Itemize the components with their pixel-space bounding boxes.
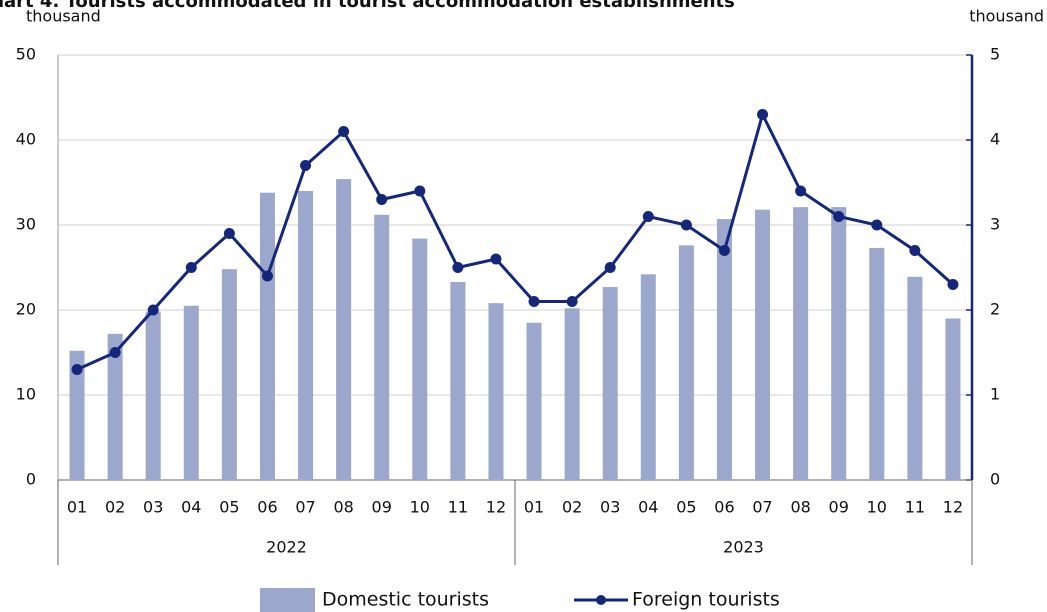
line-point <box>109 347 121 358</box>
y-tick-label: 0 <box>26 470 36 489</box>
x-tick-label: 07 <box>295 498 315 517</box>
x-tick-label: 04 <box>181 498 201 517</box>
line-point <box>71 364 83 375</box>
x-tick-label: 01 <box>524 498 544 517</box>
bar <box>755 209 771 480</box>
bar <box>945 318 961 480</box>
group-label: 2023 <box>723 538 764 557</box>
bar <box>221 269 237 480</box>
x-tick-label: 10 <box>867 498 887 517</box>
line-point <box>604 262 616 273</box>
line-point <box>871 219 883 231</box>
y-tick-label: 20 <box>16 300 36 319</box>
line-point <box>642 211 654 222</box>
line-point <box>223 228 235 239</box>
x-tick-label: 04 <box>638 498 658 517</box>
legend-label: Domestic tourists <box>322 589 489 611</box>
bar <box>831 207 847 480</box>
x-tick-label: 11 <box>905 498 925 517</box>
bar <box>69 350 85 480</box>
x-tick-label: 02 <box>562 498 582 517</box>
y2-axis-label: thousand <box>969 7 1044 26</box>
bar <box>678 245 694 480</box>
bar <box>298 191 314 480</box>
y2-tick-label: 1 <box>990 385 1000 404</box>
y2-tick-label: 3 <box>990 215 1000 234</box>
bar <box>107 333 123 480</box>
line-point <box>452 262 464 273</box>
line-point <box>147 304 159 316</box>
bar <box>450 281 466 480</box>
x-tick-label: 10 <box>410 498 430 517</box>
line-point <box>528 296 540 307</box>
bar <box>412 238 428 480</box>
y-tick-label: 30 <box>16 215 36 234</box>
x-tick-label: 03 <box>143 498 163 517</box>
bar <box>602 287 618 480</box>
y-tick-label: 10 <box>16 385 36 404</box>
bar <box>716 219 732 481</box>
line-point <box>414 185 426 197</box>
bar <box>907 276 923 480</box>
line <box>76 110 954 371</box>
y2-tick-label: 2 <box>990 300 1000 319</box>
line-point <box>300 160 312 171</box>
x-tick-label: 05 <box>219 498 239 517</box>
bar <box>488 303 504 480</box>
bar <box>640 274 656 480</box>
y-axis-label: thousand <box>26 7 101 26</box>
line-point <box>261 270 273 282</box>
x-tick-label: 09 <box>372 498 392 517</box>
line-point <box>947 279 959 290</box>
bar <box>564 308 580 480</box>
y-tick-label: 50 <box>16 45 36 64</box>
bar <box>336 179 352 480</box>
bar <box>869 247 885 480</box>
x-tick-label: 06 <box>714 498 734 517</box>
bar <box>259 192 275 480</box>
y2-tick-label: 4 <box>990 130 1000 149</box>
chart-title: Chart 4. Tourists accommodated in touris… <box>0 0 735 12</box>
y-tick-label: 40 <box>16 130 36 149</box>
bar <box>145 311 161 480</box>
line-point <box>833 211 845 222</box>
x-tick-label: 06 <box>257 498 277 517</box>
x-tick-label: 08 <box>333 498 353 517</box>
x-tick-label: 12 <box>486 498 506 517</box>
group-label: 2022 <box>266 538 307 557</box>
line-point <box>795 185 807 197</box>
y2-tick-label: 0 <box>990 470 1000 489</box>
line-point <box>490 253 502 265</box>
line-point <box>718 245 730 256</box>
bar <box>183 305 199 480</box>
x-tick-label: 12 <box>943 498 963 517</box>
x-tick-label: 05 <box>676 498 696 517</box>
line-point <box>909 245 921 256</box>
line-point <box>566 296 578 307</box>
x-tick-label: 02 <box>105 498 125 517</box>
bar <box>793 207 809 480</box>
line-point <box>757 109 769 120</box>
line-point <box>376 194 388 205</box>
legend-label: Foreign tourists <box>632 589 780 611</box>
bar <box>526 322 542 480</box>
x-tick-label: 01 <box>67 498 87 517</box>
line-point <box>680 219 692 231</box>
x-tick-label: 09 <box>829 498 849 517</box>
x-tick-label: 08 <box>790 498 810 517</box>
x-tick-label: 11 <box>448 498 468 517</box>
line-point <box>185 262 197 273</box>
x-tick-label: 07 <box>752 498 772 517</box>
x-tick-label: 03 <box>600 498 620 517</box>
bar <box>374 214 390 481</box>
y2-tick-label: 5 <box>990 45 1000 64</box>
line-point <box>338 126 350 137</box>
legend-swatch <box>260 588 315 612</box>
legend-swatch <box>596 595 606 605</box>
